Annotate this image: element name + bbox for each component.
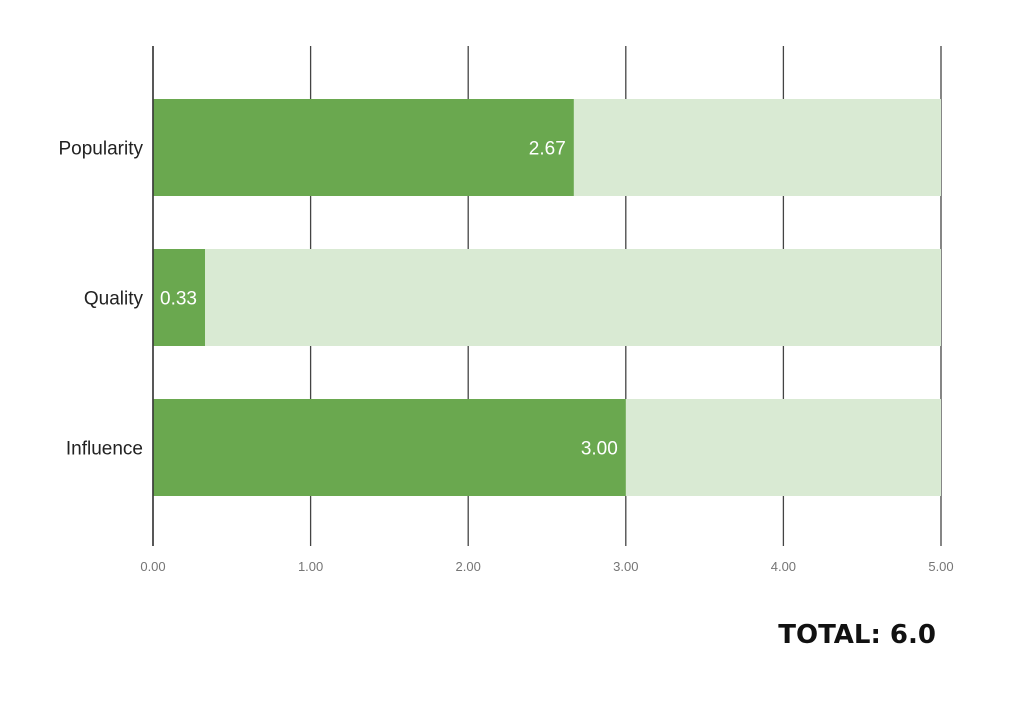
x-tick-label: 2.00 (456, 559, 481, 574)
x-tick-label: 0.00 (140, 559, 165, 574)
bar-chart: 0.00 1.00 2.00 3.00 4.00 5.00 2.67 Popularity 0.… (59, 46, 954, 574)
x-tick-label: 5.00 (928, 559, 953, 574)
data-label: 0.33 (160, 289, 197, 310)
bars (153, 99, 941, 496)
x-tick-label: 3.00 (613, 559, 638, 574)
bar-quality (153, 249, 206, 346)
x-tick-label: 1.00 (298, 559, 323, 574)
category-label: Quality (84, 289, 144, 310)
category-label: Popularity (59, 139, 144, 160)
total-score: TOTAL: 6.0 (778, 620, 936, 650)
data-label: 2.67 (529, 139, 566, 160)
data-label: 3.00 (581, 439, 618, 460)
x-tick-label: 4.00 (771, 559, 796, 574)
labels: 0.00 1.00 2.00 3.00 4.00 5.00 2.67 Popularity 0.… (59, 46, 954, 574)
bar-track (153, 249, 941, 346)
bar-influence (153, 399, 626, 496)
category-label: Influence (66, 439, 143, 460)
bar-popularity (153, 99, 574, 196)
